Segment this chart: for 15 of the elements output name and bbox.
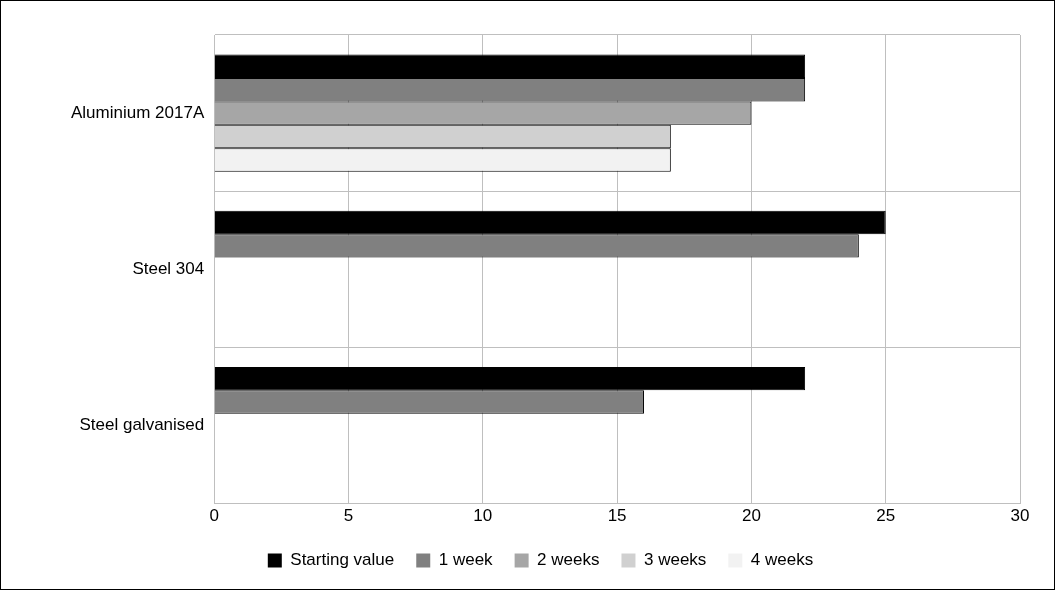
y-tick-label: Aluminium 2017A: [70, 102, 205, 122]
x-tick-label: 20: [741, 506, 761, 526]
legend-label: 4 weeks: [750, 550, 814, 570]
x-tick-label: 0: [209, 506, 219, 526]
legend-label: 1 week: [438, 550, 494, 570]
y-tick-label: Steel 304: [132, 258, 205, 278]
x-tick-label: 10: [473, 506, 493, 526]
y-tick-label: Steel galvanised: [79, 415, 205, 435]
legend-label: 3 weeks: [643, 550, 707, 570]
legend-label: Starting value: [290, 550, 395, 570]
x-tick-label: 30: [1010, 506, 1030, 526]
legend-label: 2 weeks: [537, 550, 600, 570]
x-tick-label: 5: [343, 506, 354, 526]
x-tick-label: 15: [607, 506, 627, 526]
x-tick-label: 25: [876, 506, 896, 526]
